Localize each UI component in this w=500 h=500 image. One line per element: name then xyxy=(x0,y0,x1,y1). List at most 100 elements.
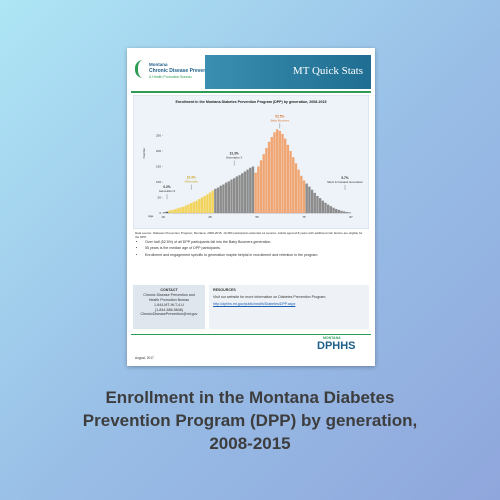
document: Montana Chronic Disease Prevention & Hea… xyxy=(127,48,375,366)
contact-line: (1-844-686-5848) xyxy=(155,307,183,312)
bar xyxy=(241,173,244,213)
bar xyxy=(270,137,273,213)
annotation-pct: 5.7% xyxy=(341,176,348,180)
contact-line: Chronic Disease Prevention and Health Pr… xyxy=(143,293,195,302)
chart-title: Enrollment in the Montana Diabetes Preve… xyxy=(176,100,327,104)
bullet-list: Over half (52.5%) of all DPP participant… xyxy=(133,238,371,259)
y-tick-label: 200 xyxy=(156,149,161,153)
bar xyxy=(227,181,230,213)
y-axis-label: Number xyxy=(142,148,146,159)
bar xyxy=(292,157,295,213)
bar xyxy=(343,211,346,213)
divider xyxy=(131,91,371,93)
bar xyxy=(332,207,335,213)
bar xyxy=(265,147,268,213)
bar xyxy=(267,141,271,213)
bar xyxy=(284,138,287,213)
bar xyxy=(176,208,179,213)
bar xyxy=(179,207,182,213)
footer-logo-top: MONTANA xyxy=(323,336,341,340)
bar xyxy=(195,200,198,213)
y-tick-label: 0 xyxy=(159,211,161,215)
x-tick-label: 87 xyxy=(349,215,353,219)
annotation-pct: 31.3% xyxy=(230,152,239,156)
bar xyxy=(286,144,290,213)
contact-box: CONTACT Chronic Disease Prevention and H… xyxy=(133,285,205,329)
bar xyxy=(259,160,263,213)
annotation-label: Baby Boomers xyxy=(271,118,290,122)
bar xyxy=(326,204,330,213)
bar xyxy=(335,208,338,213)
bar xyxy=(211,190,214,213)
bar xyxy=(187,204,190,213)
bar xyxy=(316,195,319,213)
logo-text: Chronic Disease Prevention xyxy=(149,68,216,74)
bar xyxy=(321,200,324,213)
x-tick-label: 25 xyxy=(208,215,212,219)
resources-box: RESOURCES Visit our website for more inf… xyxy=(209,285,369,329)
source: Data source: Diabetes Prevention Program… xyxy=(135,231,363,239)
logo-text: Montana xyxy=(149,62,168,67)
bullet: 55 years is the median age of DPP partic… xyxy=(145,246,371,250)
bar xyxy=(214,188,217,213)
bar xyxy=(173,209,177,213)
annotation-label: Generation Z xyxy=(159,189,176,193)
bar xyxy=(198,199,201,213)
annotation-pct: 0.2% xyxy=(163,185,170,189)
annotation-label: Generation X xyxy=(226,156,243,160)
bar xyxy=(200,197,204,213)
annotation-pct: 52.5% xyxy=(275,114,284,118)
bar xyxy=(230,179,233,213)
resources-link[interactable]: http://dphhs.mt.gov/publichealth/Diabete… xyxy=(213,301,296,306)
bar xyxy=(313,192,316,213)
bar xyxy=(329,206,333,213)
bullet: Enrollment and engagement specific to ge… xyxy=(145,253,371,257)
logo-text: & Health Promotion Bureau xyxy=(149,75,192,79)
banner-title: MT Quick Stats xyxy=(292,65,363,77)
bar xyxy=(232,178,236,213)
x-tick-label: 18 xyxy=(161,215,165,219)
annotation-pct: 10.3% xyxy=(187,176,196,180)
bar xyxy=(324,202,327,213)
annotation-label: Silent & Greatest Generation xyxy=(327,180,363,184)
bar xyxy=(163,212,166,213)
date: August, 2017 xyxy=(135,356,154,360)
bar xyxy=(305,183,308,213)
banner: MT Quick Stats xyxy=(205,55,371,89)
resources-text: Visit our website for more information o… xyxy=(213,295,327,300)
bar xyxy=(308,186,311,213)
bar xyxy=(273,132,276,213)
bar xyxy=(192,201,196,213)
bar xyxy=(181,206,185,213)
bar xyxy=(216,187,220,213)
bar xyxy=(235,176,239,213)
x-tick-label: 55 xyxy=(255,215,259,219)
y-tick-label: 100 xyxy=(156,180,161,184)
bar xyxy=(224,182,228,213)
bar xyxy=(249,167,252,213)
annotation-label: Millennials xyxy=(185,180,199,184)
resources-heading: RESOURCES xyxy=(213,288,236,292)
bar xyxy=(278,130,282,213)
footer-logo: DPHHS xyxy=(317,340,356,352)
bar xyxy=(208,192,212,213)
bar xyxy=(168,210,171,213)
bar xyxy=(190,203,193,213)
bar xyxy=(203,195,206,213)
bar xyxy=(297,169,300,213)
bar xyxy=(257,166,260,213)
bar xyxy=(206,194,209,213)
bar xyxy=(238,175,241,213)
bar xyxy=(300,175,303,213)
bar xyxy=(246,169,249,213)
logo-mark xyxy=(135,60,152,78)
bar xyxy=(254,172,257,213)
contact-line: ChronicDiseasePrevention@mt.gov xyxy=(140,312,198,317)
bullet: Over half (52.5%) of all DPP participant… xyxy=(145,240,371,244)
bar xyxy=(165,211,169,213)
x-tick-label: 75 xyxy=(302,215,306,219)
bar xyxy=(302,180,306,213)
bar xyxy=(294,163,298,213)
bar xyxy=(222,184,225,213)
